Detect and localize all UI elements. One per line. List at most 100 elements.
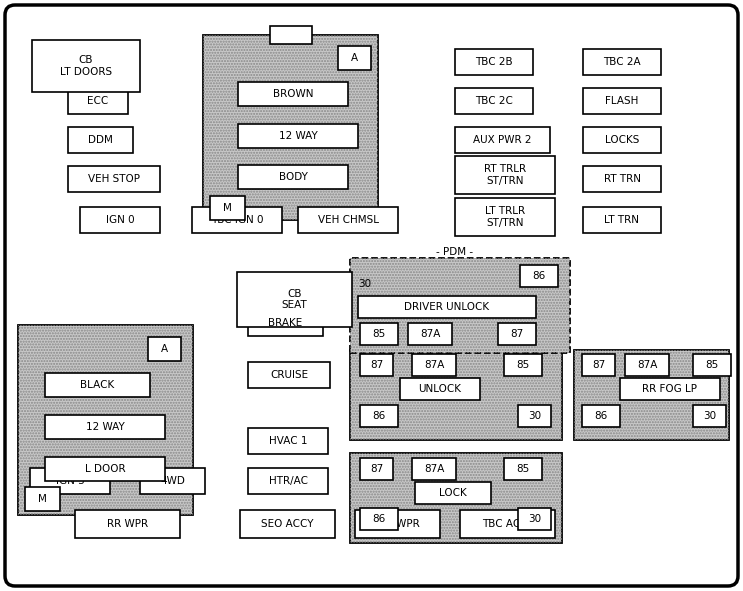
Text: 86: 86 [372,514,386,524]
Text: LOCK: LOCK [439,488,467,498]
Bar [504,354,542,376]
Bar [355,510,440,538]
Bar [210,196,245,220]
Bar [583,88,661,114]
Bar [350,453,562,543]
Bar [240,510,335,538]
Text: M: M [38,494,47,504]
Bar [583,166,661,192]
Bar [248,310,323,336]
Bar [412,458,456,480]
Bar [693,405,726,427]
Text: RR FOG LP: RR FOG LP [643,384,698,394]
Text: 87: 87 [370,464,383,474]
Text: 12 WAY: 12 WAY [85,422,124,432]
Text: LOCKS: LOCKS [605,135,639,145]
Bar [350,258,570,353]
Bar [140,468,205,494]
Text: 30: 30 [528,411,541,421]
Text: 86: 86 [372,411,386,421]
Text: IGN 0: IGN 0 [106,215,134,225]
Bar [350,350,562,440]
Text: RT TRLR
ST/TRN: RT TRLR ST/TRN [484,164,526,186]
Bar [360,354,393,376]
Text: A: A [351,53,358,63]
Text: SEO ACCY: SEO ACCY [262,519,314,529]
Bar [625,354,669,376]
Bar [574,350,729,440]
Bar [455,198,555,236]
Bar [68,166,160,192]
Text: 87: 87 [510,329,524,339]
Bar [583,207,661,233]
Bar [360,508,398,530]
Text: TBC 2B: TBC 2B [476,57,513,67]
Bar [520,265,558,287]
Text: 87A: 87A [424,464,444,474]
Bar [455,49,533,75]
Bar [248,428,328,454]
Text: 30: 30 [703,411,716,421]
Bar [518,405,551,427]
Bar [582,354,615,376]
Text: HTR/AC: HTR/AC [268,476,308,486]
Bar [338,46,371,70]
Bar [693,354,731,376]
Bar [248,468,328,494]
Text: HVAC 1: HVAC 1 [269,436,308,446]
Bar [504,458,542,480]
Text: 87: 87 [370,360,383,370]
FancyBboxPatch shape [5,5,738,586]
Bar [350,453,562,543]
Text: 86: 86 [594,411,608,421]
Bar [350,258,570,353]
Bar [574,350,729,440]
Text: 4WD: 4WD [160,476,185,486]
Text: 12 WAY: 12 WAY [279,131,317,141]
Bar [583,49,661,75]
Bar [455,127,550,153]
Text: 85: 85 [372,329,386,339]
Text: CB
LT DOORS: CB LT DOORS [60,55,112,77]
Text: WS WPR: WS WPR [376,519,419,529]
Text: TBC 2C: TBC 2C [475,96,513,106]
Text: 87: 87 [592,360,605,370]
Text: 85: 85 [705,360,718,370]
Bar [18,325,193,515]
Text: M: M [223,203,232,213]
Text: IGN 3: IGN 3 [56,476,85,486]
Bar [415,482,491,504]
Bar [360,458,393,480]
Text: ECC: ECC [88,96,108,106]
Text: DDM: DDM [88,135,113,145]
Bar [238,165,348,189]
Text: DRIVER UNLOCK: DRIVER UNLOCK [404,302,490,312]
Text: L DOOR: L DOOR [85,464,126,474]
Text: RT TRN: RT TRN [603,174,640,184]
Bar [248,362,330,388]
Text: LT TRLR
ST/TRN: LT TRLR ST/TRN [485,206,525,228]
Text: UNLOCK: UNLOCK [418,384,461,394]
Bar [498,323,536,345]
Text: VEH STOP: VEH STOP [88,174,140,184]
Text: 86: 86 [533,271,545,281]
Bar [455,156,555,194]
Text: BROWN: BROWN [273,89,314,99]
Text: VEH CHMSL: VEH CHMSL [317,215,378,225]
Text: 87A: 87A [637,360,658,370]
Bar [45,457,165,481]
Text: BLACK: BLACK [80,380,114,390]
Bar [18,325,193,515]
Text: BRAKE: BRAKE [268,318,302,328]
Bar [350,350,562,440]
Text: - PDM -: - PDM - [436,247,473,257]
Bar [460,510,555,538]
Bar [518,508,551,530]
Bar [360,323,398,345]
Bar [192,207,282,233]
Text: 87A: 87A [424,360,444,370]
Bar [75,510,180,538]
Bar [412,354,456,376]
Text: RR WPR: RR WPR [107,519,148,529]
Bar [45,373,150,397]
